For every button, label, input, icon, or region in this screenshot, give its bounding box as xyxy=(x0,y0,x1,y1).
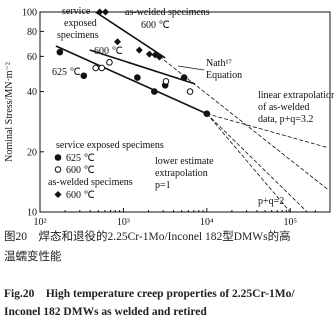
annotation: data, p+q=3.2 xyxy=(258,114,313,125)
data-point xyxy=(96,8,104,16)
data-point xyxy=(80,72,88,80)
legend-marker xyxy=(54,191,62,198)
data-point xyxy=(134,74,141,81)
annotation: extrapolation xyxy=(155,168,208,179)
data-point xyxy=(114,38,122,46)
annotation: 600 ℃ xyxy=(141,20,170,31)
data-point xyxy=(145,50,153,58)
y-tick-label: 20 xyxy=(27,147,37,158)
annotation: p=1 xyxy=(155,180,171,191)
extrapolation-line xyxy=(206,113,291,213)
data-point xyxy=(92,64,99,72)
x-tick-label: 10⁴ xyxy=(200,217,214,228)
y-tick-label: 100 xyxy=(22,8,37,19)
data-point xyxy=(186,88,194,95)
x-tick-label: 10⁵ xyxy=(283,217,297,228)
y-tick-label: 80 xyxy=(27,27,37,38)
x-tick-label: 10² xyxy=(34,217,47,228)
data-point xyxy=(101,8,109,16)
y-tick-label: 60 xyxy=(27,52,37,63)
x-tick-label: 10³ xyxy=(117,217,130,228)
extrapolation-line xyxy=(206,113,328,148)
legend-marker xyxy=(54,154,62,161)
caption-line: Inconel 182 DMWs as welded and retired xyxy=(4,306,207,318)
fit-line xyxy=(89,49,196,85)
annotation: exposed xyxy=(64,18,97,29)
annotation: of as-welded xyxy=(258,102,309,113)
y-axis-label: Nominal Stress/MN·m⁻² xyxy=(4,62,15,162)
legend-label: 625 ℃ xyxy=(66,153,95,164)
legend-group: as-welded specimens xyxy=(48,177,133,188)
annotation: 625 ℃ xyxy=(52,67,81,78)
fit-line xyxy=(55,45,208,115)
annotation: Equation xyxy=(206,70,242,81)
y-tick-label: 40 xyxy=(27,87,37,98)
annotation: linear extrapolation xyxy=(258,90,334,101)
leader-line xyxy=(177,65,205,71)
data-point xyxy=(56,48,64,56)
legend-label: 600 ℃ xyxy=(66,190,95,201)
data-point xyxy=(98,64,106,72)
data-point xyxy=(203,110,211,118)
caption-line: 图20 焊态和退役的2.25Cr-1Mo/Inconel 182型DMWs的高 xyxy=(4,231,291,243)
fit-line xyxy=(95,11,166,59)
extrapolation-line xyxy=(206,113,308,213)
annotation: as-welded specimens xyxy=(125,7,210,18)
legend-label: 600 ℃ xyxy=(66,165,95,176)
data-point xyxy=(180,74,188,81)
plot-frame xyxy=(39,11,331,213)
annotation: Nath¹⁷ xyxy=(206,58,232,69)
chart: 10²10³10⁴10⁵1020406080100Time to failure… xyxy=(4,6,334,228)
annotation: specimens xyxy=(57,30,99,41)
legend-group: service exposed specimens xyxy=(56,140,164,151)
y-tick-label: 10 xyxy=(27,208,37,219)
annotation: lower estimate xyxy=(155,156,214,167)
annotation: 600 ℃ xyxy=(94,46,123,57)
data-point xyxy=(135,46,143,54)
annotation: service xyxy=(62,6,91,17)
annotation: p+q=2 xyxy=(258,196,284,207)
caption-line: 温蠕变性能 xyxy=(4,251,62,263)
data-point xyxy=(155,53,163,61)
legend-marker xyxy=(54,166,62,173)
data-point xyxy=(106,59,113,66)
caption-line: Fig.20 High temperature creep properties… xyxy=(4,288,295,300)
data-point xyxy=(162,78,170,85)
data-point xyxy=(151,88,158,95)
